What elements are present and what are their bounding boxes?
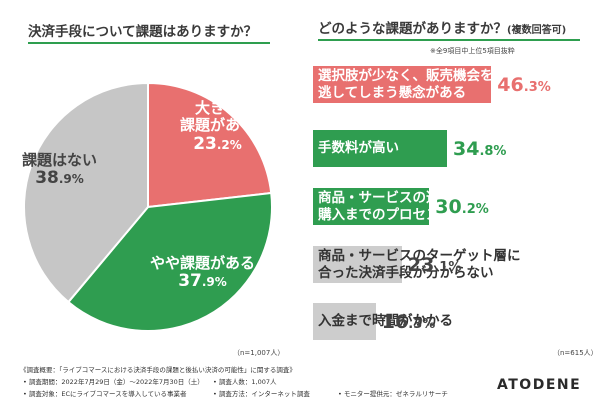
bar-sample-size: （n=615人）: [553, 349, 598, 357]
pie-slice-value-dec: .9%: [58, 172, 84, 187]
bar-label-line: 商品・サービスの選択から: [318, 190, 480, 206]
pie-slice-name: やや課題がある: [150, 254, 256, 272]
pie-slice-label: やや課題がある 37.9%: [150, 254, 256, 292]
pie-slice: [147, 81, 273, 209]
pie-slice-label: 課題はない 38.9%: [22, 151, 98, 189]
pie-slice-value: 23.2%: [180, 133, 255, 155]
pie-sample-size: （n=1,007人）: [233, 349, 285, 357]
bar-value: 30.2%: [435, 196, 488, 218]
bar-label-line: 逃してしまう懸念がある: [318, 84, 467, 101]
bar-value: 46.3%: [497, 74, 550, 96]
bar-value-dec: .1%: [434, 260, 462, 275]
pie-slice-value-int: 37: [178, 271, 202, 292]
pie-slice-name: 課題はない: [22, 151, 98, 169]
title-underline: [28, 42, 270, 44]
bar-value-dec: .3%: [408, 317, 436, 332]
bar-value-int: 34: [453, 138, 480, 160]
bar-chart-title-sub: (複数回答可): [507, 25, 567, 36]
bar-label: 商品・サービスの選択から 購入までのプロセスが煩雑: [318, 190, 480, 224]
bar-label: 手数料が高い: [318, 140, 399, 157]
atodene-logo: ATODENE: [497, 377, 582, 393]
bar-value-dec: .3%: [523, 80, 551, 95]
bar-value-dec: .8%: [479, 144, 507, 159]
pie-slice-value-int: 38: [35, 168, 59, 189]
bar-chart-title-main: どのような課題がありますか？: [318, 21, 507, 37]
pie-slice-value-dec: .2%: [216, 137, 242, 152]
bar-label-line: 合った決済手段が分からない: [318, 264, 494, 281]
pie-slice: [66, 191, 273, 332]
bar: [313, 188, 430, 225]
title-underline: [318, 39, 580, 41]
bar-value: 16.3%: [382, 311, 435, 333]
bar-value-dec: .2%: [461, 202, 489, 217]
bar-value: 23.1%: [408, 254, 461, 276]
bar-label: 選択肢が少なく、販売機会を 逃してしまう懸念がある: [318, 68, 494, 102]
bar-label-line: 購入までのプロセスが煩雑: [318, 206, 480, 223]
pie-slice-label: 大きな 課題がある 23.2%: [180, 99, 256, 155]
bar: [313, 66, 492, 103]
bar-chart-title: どのような課題がありますか？(複数回答可): [318, 17, 566, 37]
bar-label-line: 手数料が高い: [318, 140, 399, 156]
pie-slice-value-int: 23: [193, 133, 217, 154]
pie-slice-name: 大きな: [195, 99, 241, 117]
footer-target: • 調査対象：ECにライブコマースを導入している事業者: [23, 390, 187, 398]
bar-value: 34.8%: [453, 138, 506, 160]
bar: [313, 246, 402, 283]
pie-slice-value: 37.9%: [150, 271, 255, 292]
bar-label-line: 選択肢が少なく、販売機会を: [318, 68, 494, 84]
footer-method: • 調査方法：インターネット調査: [213, 390, 310, 398]
footer-provider: • モニター提供元：ゼネラルリサーチ: [338, 390, 448, 398]
bar-label: 商品・サービスのターゲット層に 合った決済手段が分からない: [318, 248, 521, 282]
bar-label-line: 商品・サービスのターゲット層に: [318, 248, 521, 264]
pie-slice: [23, 81, 149, 304]
bar: [313, 303, 376, 340]
bar-value-int: 23: [407, 254, 435, 276]
bar-label: 入金まで時間がかかる: [318, 313, 453, 330]
bar-value-int: 16: [381, 311, 409, 333]
bar-value-int: 30: [435, 196, 462, 218]
bar-value-int: 46: [497, 74, 524, 96]
bar: [313, 130, 447, 167]
survey-footer: 《調査概要：「ライブコマースにおける決済手段の課題と後払い決済の可能性」に関する…: [0, 362, 600, 400]
footer-survey-title: 《調査概要：「ライブコマースにおける決済手段の課題と後払い決済の可能性」に関する…: [20, 366, 296, 374]
bar-label-line: 入金まで時間がかかる: [318, 313, 453, 329]
pie-chart-title: 決済手段について課題はありますか？: [28, 24, 258, 40]
pie-slice-value: 38.9%: [22, 168, 97, 189]
footer-count: • 調査人数：1,007人: [213, 378, 277, 386]
selection-note: ※全9項目中上位5項目抜粋: [430, 47, 515, 55]
footer-period: • 調査期間：2022年7月29日（金）〜2022年7月30日（土）: [23, 378, 204, 386]
pie-slice-name: 課題がある: [180, 116, 256, 135]
pie-slice-value-dec: .9%: [201, 275, 227, 290]
